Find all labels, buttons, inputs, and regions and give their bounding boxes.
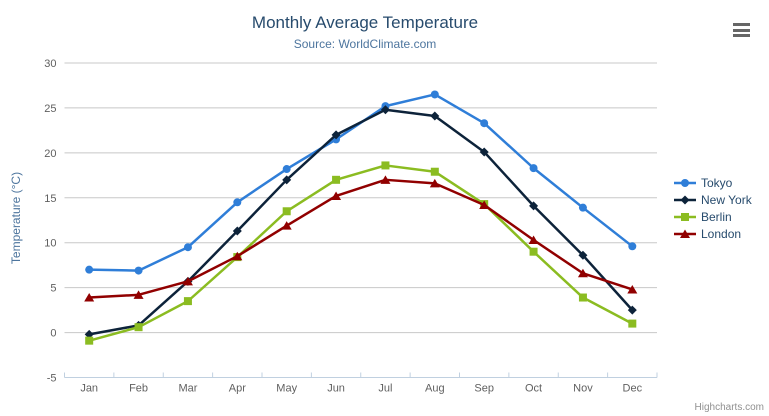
data-point-new-york[interactable]: [331, 130, 341, 140]
data-point-tokyo[interactable]: [628, 242, 637, 251]
chart-subtitle: Source: WorldClimate.com: [293, 37, 437, 51]
context-menu-button[interactable]: [731, 21, 753, 39]
xaxis-category-label: May: [276, 383, 297, 395]
legend-marker-circle-icon: [674, 178, 696, 187]
data-point-london[interactable]: [577, 268, 588, 278]
data-point-london[interactable]: [627, 284, 638, 294]
data-point-london[interactable]: [528, 235, 539, 245]
data-point-berlin[interactable]: [381, 161, 390, 170]
data-point-berlin[interactable]: [282, 207, 291, 216]
legend-item-new-york[interactable]: New York: [674, 191, 752, 208]
hamburger-icon: [733, 28, 750, 32]
yaxis-tick-label: 30: [44, 58, 56, 70]
data-point-new-york[interactable]: [84, 329, 94, 339]
data-point-berlin[interactable]: [332, 175, 341, 184]
xaxis-category-label: Dec: [623, 383, 643, 395]
legend-marker-square-icon: [674, 212, 696, 221]
yaxis-tick-label: 15: [44, 193, 56, 205]
data-point-london[interactable]: [232, 251, 243, 261]
yaxis-tick-label: 10: [44, 238, 56, 250]
legend-label: Berlin: [701, 209, 732, 224]
yaxis-tick-label: 5: [50, 283, 56, 295]
data-point-new-york[interactable]: [578, 250, 588, 260]
data-point-berlin[interactable]: [529, 247, 538, 256]
data-point-london[interactable]: [133, 290, 144, 299]
data-point-berlin[interactable]: [183, 297, 192, 306]
data-point-tokyo[interactable]: [480, 119, 489, 128]
legend-label: New York: [701, 192, 752, 207]
legend: Tokyo New York Berlin London: [674, 174, 752, 242]
xaxis-category-label: Jul: [378, 383, 392, 395]
data-point-tokyo[interactable]: [529, 164, 538, 173]
series-line-london: [89, 178, 633, 299]
data-point-tokyo[interactable]: [578, 203, 587, 212]
legend-item-berlin[interactable]: Berlin: [674, 208, 752, 225]
chart-title: Monthly Average Temperature: [251, 13, 479, 32]
data-point-london[interactable]: [182, 276, 193, 286]
data-point-london[interactable]: [84, 293, 95, 302]
xaxis-category-label: Feb: [129, 383, 148, 395]
data-point-new-york[interactable]: [282, 175, 292, 185]
data-point-new-york[interactable]: [430, 111, 440, 121]
data-point-new-york[interactable]: [232, 226, 242, 236]
data-point-berlin[interactable]: [430, 167, 439, 176]
legend-item-london[interactable]: London: [674, 225, 752, 242]
xaxis-category-label: Apr: [229, 383, 246, 395]
series-line-tokyo: [89, 93, 634, 272]
xaxis-category-label: Jun: [327, 383, 345, 395]
data-point-new-york[interactable]: [479, 147, 489, 157]
data-point-london[interactable]: [429, 178, 440, 188]
legend-label: Tokyo: [701, 175, 733, 190]
data-point-berlin[interactable]: [134, 323, 143, 332]
xaxis-category-label: Aug: [425, 383, 445, 395]
yaxis-tick-label: 25: [44, 103, 56, 115]
data-point-tokyo[interactable]: [233, 198, 242, 207]
xaxis-category-label: Sep: [474, 383, 494, 395]
xaxis-category-label: Nov: [573, 383, 593, 395]
data-point-london[interactable]: [479, 200, 490, 209]
data-point-tokyo[interactable]: [183, 243, 192, 252]
data-point-london[interactable]: [281, 221, 292, 230]
series-line-new-york: [88, 108, 634, 336]
data-point-berlin[interactable]: [628, 319, 637, 328]
data-point-berlin[interactable]: [85, 336, 94, 345]
legend-marker-triangle-icon: [674, 229, 696, 238]
xaxis-category-label: Oct: [525, 383, 542, 395]
data-point-tokyo[interactable]: [282, 165, 291, 174]
legend-label: London: [701, 226, 742, 241]
hamburger-icon: [733, 23, 750, 26]
data-point-london[interactable]: [380, 175, 391, 184]
hamburger-icon: [733, 34, 750, 37]
yaxis-tick-label: 0: [50, 328, 56, 340]
data-point-tokyo[interactable]: [134, 266, 143, 275]
yaxis-tick-label: 20: [44, 148, 56, 160]
data-point-new-york[interactable]: [627, 305, 637, 315]
xaxis-category-label: Mar: [178, 383, 197, 395]
data-point-london[interactable]: [331, 191, 342, 200]
credits-link[interactable]: Highcharts.com: [694, 402, 764, 413]
xaxis-category-label: Jan: [80, 383, 98, 395]
data-point-tokyo[interactable]: [85, 265, 94, 274]
data-point-tokyo[interactable]: [430, 90, 439, 99]
yaxis-tick-label: -5: [47, 373, 57, 385]
series-line-berlin: [88, 164, 633, 342]
legend-item-tokyo[interactable]: Tokyo: [674, 174, 752, 191]
legend-marker-diamond-icon: [674, 195, 696, 204]
data-point-berlin[interactable]: [578, 293, 587, 302]
yaxis-title: Temperature (°C): [9, 171, 23, 265]
data-point-new-york[interactable]: [380, 105, 390, 115]
data-point-new-york[interactable]: [529, 201, 539, 211]
